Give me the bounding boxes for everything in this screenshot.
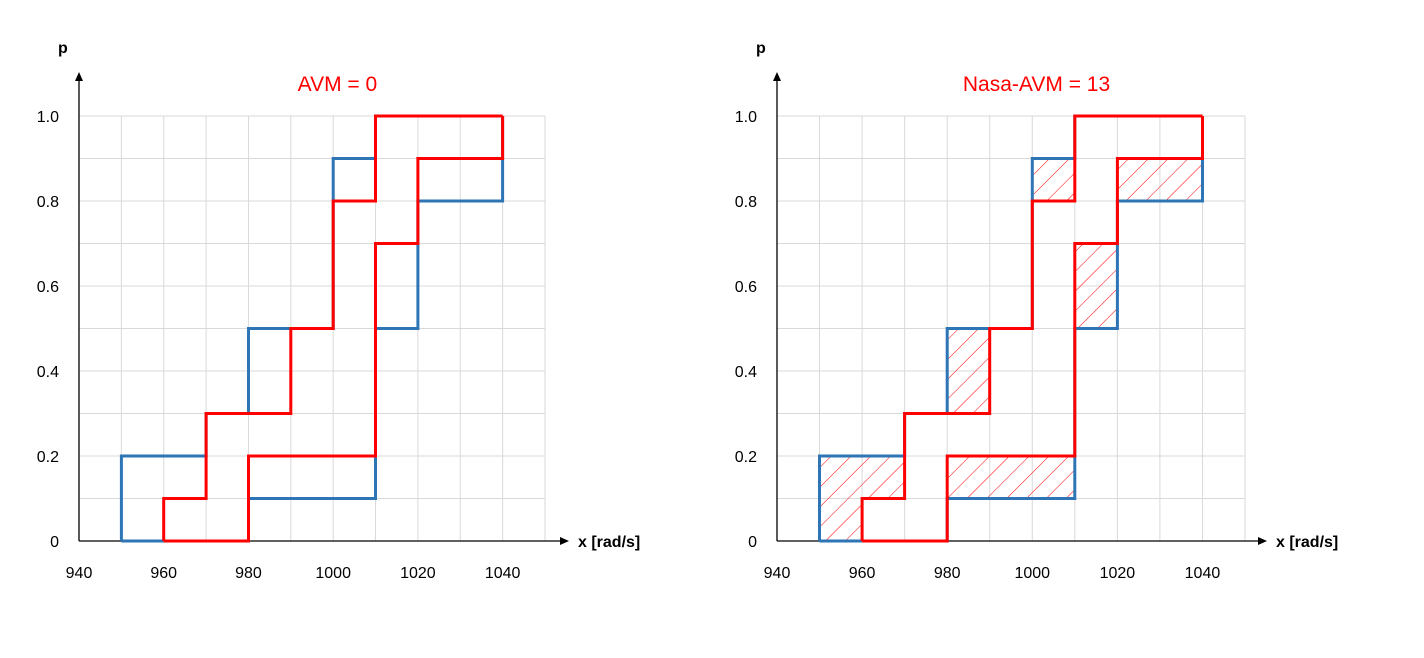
chart-title: Nasa-AVM = 13 (963, 73, 1110, 96)
y-tick-label: 0.2 (37, 449, 59, 466)
x-tick-label: 960 (150, 565, 177, 582)
y-tick-label: 0.6 (735, 279, 757, 296)
x-tick-label: 980 (235, 565, 262, 582)
hatch-region (1074, 243, 1118, 329)
y-tick-label: 0.6 (37, 279, 59, 296)
series-line-4 (163, 116, 505, 543)
y-tick-label: 0 (50, 534, 59, 551)
y-axis-arrow (75, 72, 83, 81)
y-tick-label: 0.2 (735, 449, 757, 466)
x-tick-label: 1020 (1100, 565, 1136, 582)
x-tick-label: 1040 (1185, 565, 1221, 582)
hatch-region (819, 456, 863, 541)
x-tick-label: 1000 (1014, 565, 1050, 582)
y-tick-label: 1.0 (37, 109, 59, 126)
x-axis-arrow (560, 537, 569, 545)
y-tick-label: 0.8 (735, 194, 757, 211)
y-tick-label: 0.8 (37, 194, 59, 211)
x-axis-arrow (1258, 537, 1267, 545)
hatch-region (1032, 158, 1075, 201)
hatch-region (947, 328, 990, 414)
x-tick-label: 1040 (485, 565, 521, 582)
x-tick-label: 940 (764, 565, 791, 582)
chart-panel-1: 940 960 980 1000 1020 1040 0 0.2 0.4 0.6 0.8 1.0 x [… (37, 40, 641, 582)
hatch-region (862, 456, 905, 499)
chart-title: AVM = 0 (298, 73, 378, 96)
x-tick-label: 1020 (400, 565, 436, 582)
hatch-region (947, 456, 1075, 499)
x-tick-label: 960 (849, 565, 876, 582)
y-tick-label: 0.4 (735, 364, 757, 381)
chart-panel-2: 940 960 980 1000 1020 1040 0 0.2 0.4 0.6 0.8 1.0 x [… (735, 40, 1339, 582)
series-line-3 (860, 114, 1203, 541)
y-axis-label: p (756, 40, 766, 57)
series-line-3 (162, 114, 503, 541)
series-line-4 (862, 116, 1204, 543)
y-axis-label: p (58, 40, 68, 57)
x-tick-label: 1000 (315, 565, 351, 582)
x-tick-label: 980 (934, 565, 961, 582)
y-tick-label: 0 (748, 534, 757, 551)
x-axis-label: x [rad/s] (1276, 534, 1338, 551)
hatch-region (1117, 158, 1203, 201)
x-tick-label: 940 (66, 565, 93, 582)
y-tick-label: 1.0 (735, 109, 757, 126)
x-axis-label: x [rad/s] (578, 534, 640, 551)
y-tick-label: 0.4 (37, 364, 59, 381)
y-axis-arrow (773, 72, 781, 81)
